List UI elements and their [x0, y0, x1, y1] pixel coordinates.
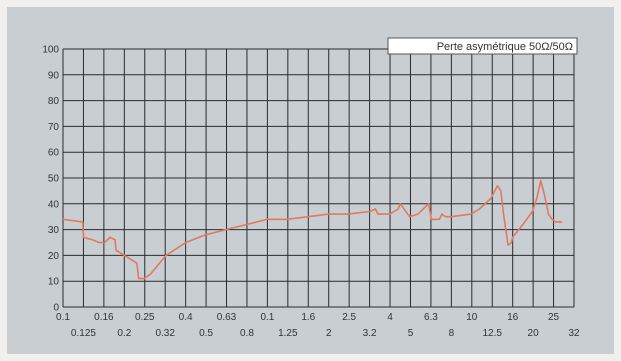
y-tick-label: 100	[42, 45, 59, 56]
x-tick-label: 6.3	[424, 312, 438, 323]
series-line	[62, 179, 563, 280]
y-axis-ticks: 0 10 20 30 40 50 60 70 80 90 100	[42, 45, 59, 314]
x-tick-label: 0.1	[56, 312, 70, 323]
x-tick-label: 4	[387, 312, 393, 323]
series-layer	[62, 179, 563, 280]
y-tick-label: 70	[48, 122, 60, 133]
x-tick-label: 0.32	[155, 328, 175, 339]
x-tick-label: 0.16	[94, 312, 114, 323]
x-axis-ticks: 0.1 0.16 0.25 0.4 0.63 0.1 1.6 2.5 4 6.3 10 16 250.1…	[56, 312, 580, 339]
y-tick-label: 0	[53, 303, 59, 314]
x-tick-label: 0.1	[260, 312, 274, 323]
x-tick-label: 32	[568, 328, 580, 339]
x-tick-label: 5	[408, 328, 414, 339]
x-tick-label: 25	[548, 312, 560, 323]
y-tick-label: 60	[48, 148, 60, 159]
legend-label: Perte asymétrique 50Ω/50Ω	[437, 41, 573, 53]
legend: Perte asymétrique 50Ω/50Ω	[387, 37, 578, 55]
x-tick-label: 0.8	[240, 328, 254, 339]
y-tick-label: 20	[48, 251, 60, 262]
y-tick-label: 30	[48, 225, 60, 236]
grid	[62, 48, 575, 308]
x-tick-label: 20	[528, 328, 540, 339]
x-tick-label: 0.2	[117, 328, 131, 339]
x-tick-label: 0.5	[199, 328, 213, 339]
x-tick-label: 0.4	[179, 312, 193, 323]
y-tick-label: 80	[48, 96, 60, 107]
x-tick-label: 0.125	[71, 328, 96, 339]
x-tick-label: 2	[326, 328, 332, 339]
x-tick-label: 2.5	[342, 312, 356, 323]
x-tick-label: 1.25	[278, 328, 298, 339]
x-tick-label: 0.63	[217, 312, 237, 323]
y-tick-label: 50	[48, 174, 60, 185]
x-tick-label: 8	[449, 328, 455, 339]
y-tick-label: 40	[48, 199, 60, 210]
y-tick-label: 10	[48, 277, 60, 288]
x-tick-label: 3.2	[363, 328, 377, 339]
x-tick-label: 1.6	[301, 312, 315, 323]
x-tick-label: 10	[466, 312, 478, 323]
legend-box	[387, 37, 578, 55]
y-tick-label: 90	[48, 70, 60, 81]
x-tick-label: 16	[507, 312, 519, 323]
x-tick-label: 0.25	[135, 312, 155, 323]
x-tick-label: 12.5	[483, 328, 503, 339]
